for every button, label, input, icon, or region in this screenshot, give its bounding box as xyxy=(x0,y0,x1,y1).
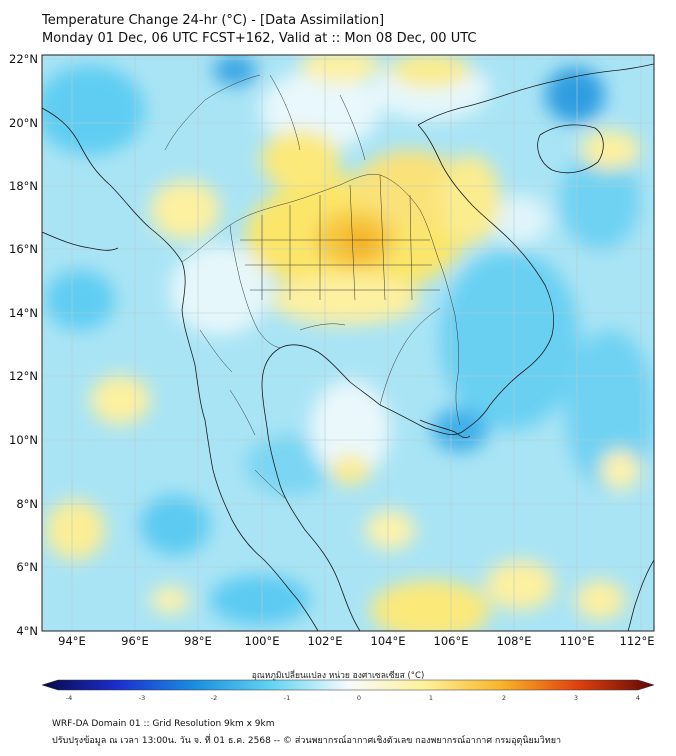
admin-borders xyxy=(164,74,461,499)
lon-label: 106°E xyxy=(433,634,469,648)
lon-label: 112°E xyxy=(619,634,655,648)
colorbar-title: อุณหภูมิเปลี่ยนแปลง หน่วย องศาเซลเซียส (… xyxy=(251,671,425,681)
lat-label: 8°N xyxy=(16,497,38,511)
lat-label: 18°N xyxy=(9,179,38,193)
lat-label: 16°N xyxy=(9,242,38,256)
colorbar-tick: -2 xyxy=(210,694,218,702)
lat-label: 10°N xyxy=(9,433,38,447)
map-frame xyxy=(41,54,655,632)
footer-credit: ปรับปรุงข้อมูล ณ เวลา 13:00น. วัน จ. ที่… xyxy=(52,736,562,746)
colorbar-tick: 0 xyxy=(356,694,362,702)
lon-label: 100°E xyxy=(244,634,280,648)
graticule xyxy=(42,55,654,631)
coastlines xyxy=(42,63,654,631)
lon-label: 98°E xyxy=(184,634,212,648)
colorbar-tick: 2 xyxy=(501,694,507,702)
temperature-field xyxy=(42,55,654,631)
lon-label: 94°E xyxy=(58,634,86,648)
lon-label: 110°E xyxy=(559,634,595,648)
colorbar-tick: -4 xyxy=(65,694,73,702)
lat-label: 6°N xyxy=(16,560,38,574)
lat-label: 4°N xyxy=(16,624,38,638)
lat-label: 14°N xyxy=(9,306,38,320)
map-subtitle: Monday 01 Dec, 06 UTC FCST+162, Valid at… xyxy=(42,31,477,46)
footer-model-info: WRF-DA Domain 01 :: Grid Resolution 9km … xyxy=(52,719,275,729)
colorbar-tick: 4 xyxy=(635,694,641,702)
colorbar-tick: -3 xyxy=(138,694,146,702)
colorbar-tick: -1 xyxy=(283,694,291,702)
lon-label: 102°E xyxy=(307,634,343,648)
lat-label: 12°N xyxy=(9,369,38,383)
lat-label: 22°N xyxy=(9,52,38,66)
lon-label: 108°E xyxy=(496,634,532,648)
lon-label: 96°E xyxy=(121,634,149,648)
colorbar-tick: 3 xyxy=(573,694,579,702)
colorbar xyxy=(41,679,655,691)
colorbar-tick: 1 xyxy=(428,694,434,702)
lon-label: 104°E xyxy=(370,634,406,648)
map-title: Temperature Change 24-hr (°C) - [Data As… xyxy=(42,13,385,28)
lat-label: 20°N xyxy=(9,116,38,130)
